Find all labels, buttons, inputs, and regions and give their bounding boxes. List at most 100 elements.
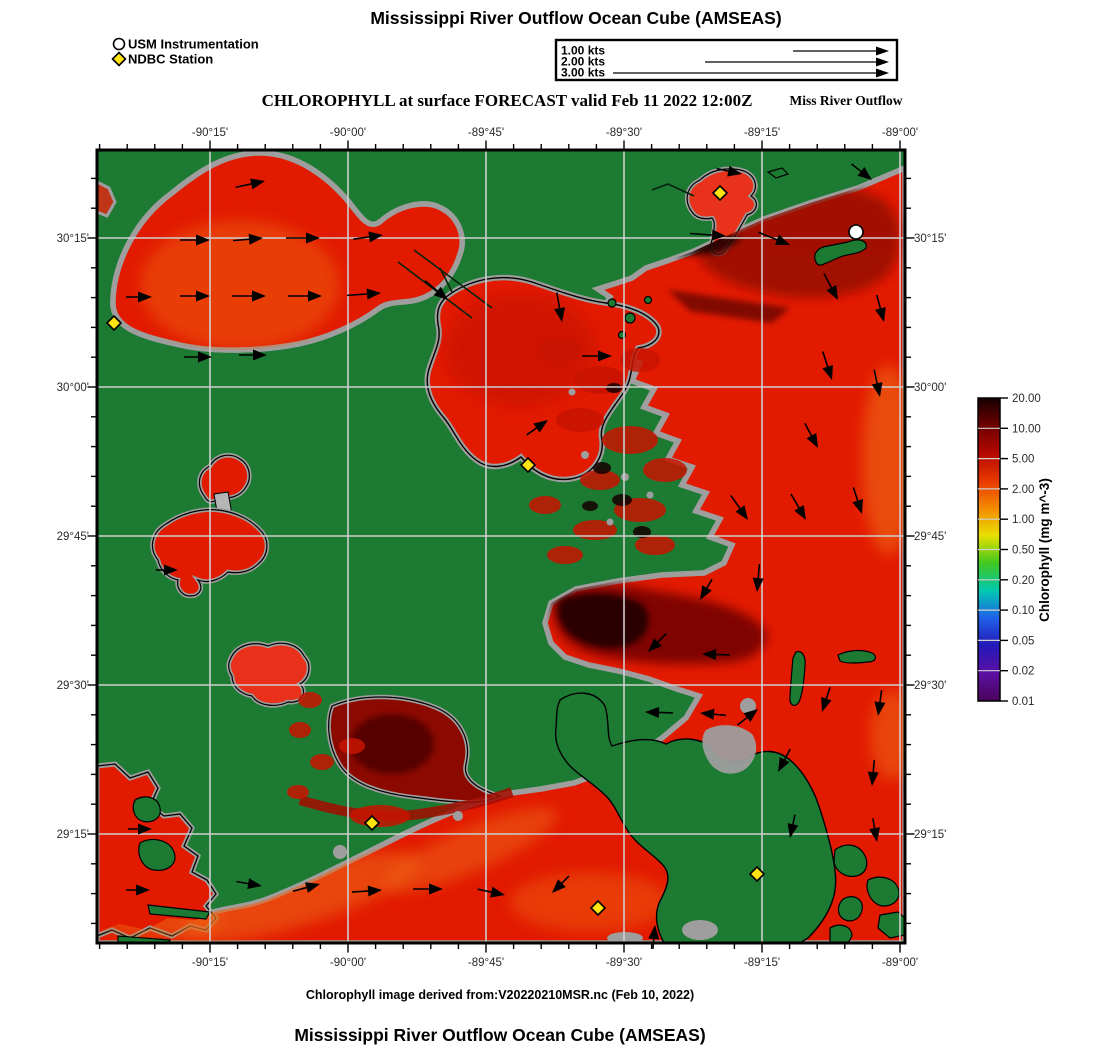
current-arrow-45 — [292, 882, 320, 893]
current-arrow-21 — [875, 294, 886, 322]
islands — [117, 167, 905, 943]
forecast-subtitle: CHLOROPHYLL at surface FORECAST valid Fe… — [262, 91, 753, 110]
ndbc-station-marker-5 — [589, 899, 607, 917]
current-arrow-0 — [235, 178, 265, 190]
ndbc-station-marker-4 — [748, 865, 766, 883]
current-arrow-34 — [700, 708, 726, 720]
current-arrow-49 — [552, 875, 570, 893]
current-arrow-9 — [347, 288, 381, 300]
colorbar-tick-label: 2.00 — [1012, 484, 1034, 496]
lat-label-left-2: 29°45' — [57, 531, 89, 543]
station-markers — [105, 184, 864, 917]
current-arrow-40 — [787, 814, 799, 838]
current-arrow-4 — [353, 231, 383, 243]
speed-scale-label-1: 2.00 kts — [561, 55, 605, 69]
current-arrow-30 — [702, 648, 731, 660]
region-label: Miss River Outflow — [790, 93, 903, 108]
current-arrow-14 — [554, 292, 565, 322]
current-arrow-32 — [700, 578, 713, 600]
lat-label-right-3: 29°30' — [914, 680, 946, 692]
shore-patch — [97, 180, 117, 218]
current-arrow-35 — [737, 709, 758, 726]
map-raster — [97, 150, 905, 943]
current-arrow-3 — [286, 232, 320, 244]
lat-label-right-2: 29°45' — [914, 531, 946, 543]
current-arrow-23 — [821, 351, 833, 380]
current-arrow-10 — [184, 351, 212, 363]
colorbar-tick-label: 0.20 — [1012, 575, 1034, 587]
axis-labels: -90°15' -90°15' -90°00' -90°00' -89°45' -89°4… — [57, 127, 947, 969]
lon-label-bottom-4: -89°15' — [744, 957, 780, 969]
colorbar-tick-label: 0.10 — [1012, 605, 1034, 617]
lon-label-top-5: -89°00' — [882, 127, 918, 139]
lon-label-bottom-2: -89°45' — [468, 957, 504, 969]
current-arrow-13 — [424, 280, 448, 300]
current-arrow-33 — [645, 706, 674, 718]
source-caption: Chlorophyll image derived from:V20220210… — [306, 988, 694, 1002]
lon-label-top-3: -89°30' — [606, 127, 642, 139]
current-arrow-17 — [716, 165, 742, 177]
page-title: Mississippi River Outflow Ocean Cube (AM… — [370, 8, 781, 28]
colorbar-tick-label: 20.00 — [1012, 393, 1041, 405]
sediment-patch — [682, 920, 718, 940]
current-arrow-43 — [126, 884, 150, 896]
current-arrow-12 — [156, 564, 178, 576]
current-arrow-29 — [648, 633, 667, 652]
current-arrow-15 — [582, 350, 612, 362]
current-arrow-47 — [413, 883, 443, 895]
coastline — [686, 168, 757, 255]
lat-label-left-1: 30°00' — [57, 382, 89, 394]
bottom-title: Mississippi River Outflow Ocean Cube (AM… — [294, 1025, 705, 1045]
lon-label-top-4: -89°15' — [744, 127, 780, 139]
current-arrow-50 — [648, 925, 660, 949]
map-gridlines — [97, 150, 905, 943]
speed-scale-label-2: 3.00 kts — [561, 66, 605, 80]
coastline — [426, 276, 660, 481]
map-frame — [95, 148, 907, 945]
usm-instrumentation-icon — [112, 37, 126, 51]
current-arrow-18 — [690, 229, 726, 241]
colorbar: 20.00 10.00 5.00 2.00 1.00 0.50 0.20 0.10 0.05 0.… — [977, 393, 1052, 708]
current-arrow-1 — [180, 234, 210, 246]
current-arrow-8 — [288, 290, 322, 302]
ndbc-station-marker-0 — [105, 314, 123, 332]
sediment-patch — [333, 845, 347, 859]
current-arrow-42 — [128, 823, 152, 835]
current-arrow-20 — [823, 273, 838, 300]
current-arrow-37 — [874, 690, 886, 716]
mississippi-delta-land — [554, 692, 837, 943]
lon-label-top-2: -89°45' — [468, 127, 504, 139]
current-arrow-38 — [778, 748, 791, 772]
lon-label-bottom-1: -90°00' — [330, 957, 366, 969]
current-arrow-19 — [758, 231, 790, 245]
colorbar-tick-label: 0.05 — [1012, 635, 1034, 647]
lat-label-right-1: 30°00' — [914, 382, 946, 394]
sediment-patch — [740, 698, 756, 714]
lat-label-right-0: 30°15' — [914, 233, 946, 245]
current-arrow-36 — [821, 687, 832, 712]
sediment-patch — [607, 932, 643, 943]
lat-label-left-0: 30°15' — [57, 233, 89, 245]
colorbar-tick-label: 1.00 — [1012, 514, 1034, 526]
sediment-patch — [453, 811, 463, 821]
current-arrow-48 — [477, 886, 505, 898]
lat-label-left-4: 29°15' — [57, 829, 89, 841]
current-arrows — [126, 163, 886, 949]
current-arrow-11 — [239, 349, 267, 361]
current-arrow-39 — [867, 760, 879, 786]
colorbar-tick-label: 0.01 — [1012, 696, 1034, 708]
current-arrow-25 — [804, 422, 818, 448]
current-arrow-22 — [851, 163, 872, 180]
current-arrow-2 — [233, 233, 263, 245]
lon-label-bottom-3: -89°30' — [606, 957, 642, 969]
colorbar-tick-label: 0.02 — [1012, 666, 1034, 678]
ndbc-station-marker-1 — [711, 184, 729, 202]
usm-instrumentation-marker-0 — [848, 224, 864, 240]
current-arrow-31 — [752, 564, 764, 592]
current-arrow-16 — [526, 420, 548, 436]
current-arrow-6 — [180, 290, 210, 302]
sediment-patch — [702, 725, 757, 774]
